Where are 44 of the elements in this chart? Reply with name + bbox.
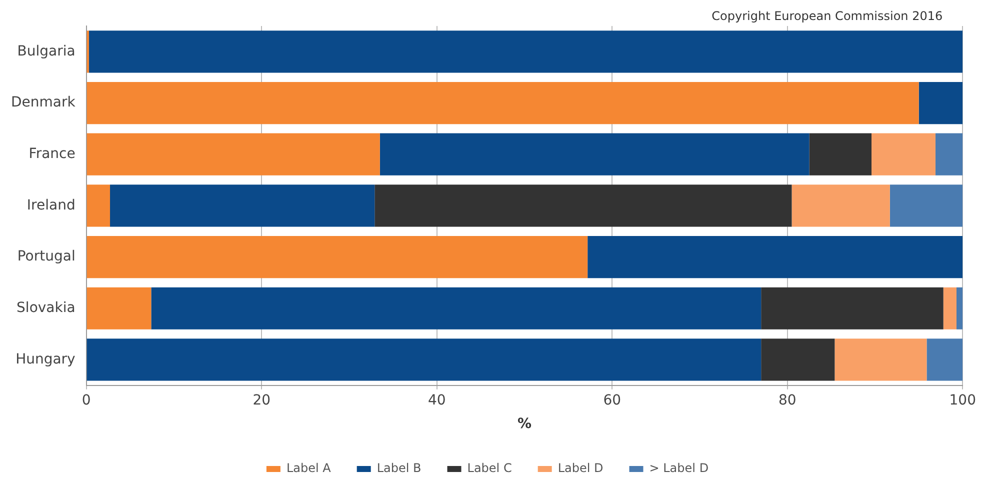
x-tick-label: 40	[428, 392, 446, 408]
y-tick-label: Ireland	[26, 197, 76, 214]
bar	[935, 133, 963, 176]
bar	[86, 133, 380, 176]
x-tick-label: 0	[82, 392, 91, 408]
bar	[872, 133, 936, 176]
x-tick-label: 100	[949, 392, 976, 408]
bar	[761, 287, 944, 330]
bar	[88, 30, 963, 73]
bar	[86, 82, 919, 124]
y-tick-label: France	[28, 146, 76, 162]
bar	[86, 338, 762, 381]
bar	[86, 184, 110, 227]
bar	[86, 287, 152, 330]
bar	[792, 184, 890, 227]
y-tick-label: Hungary	[16, 351, 76, 368]
legend-label: > Label D	[649, 461, 709, 476]
bar	[834, 338, 927, 381]
legend-label: Label A	[286, 461, 332, 476]
bar	[943, 287, 957, 330]
x-tick-label: 80	[778, 392, 796, 408]
legend-label: Label D	[558, 461, 604, 476]
bar	[380, 133, 810, 176]
bar	[918, 82, 963, 124]
bar	[761, 338, 835, 381]
bar	[890, 184, 963, 227]
bar	[86, 236, 588, 278]
x-tick-label: 20	[252, 392, 271, 408]
y-tick-label: Slovakia	[16, 300, 76, 316]
bar	[374, 184, 792, 227]
text: Copyright European Commission 2016	[712, 9, 943, 24]
bar	[926, 338, 963, 381]
y-tick-label: Bulgaria	[17, 43, 76, 60]
y-tick-label: Denmark	[10, 94, 76, 111]
legend-label: Label C	[467, 461, 512, 476]
x-axis-title: %	[517, 416, 532, 432]
bar	[588, 236, 963, 278]
bar	[809, 133, 872, 176]
x-tick-label: 60	[603, 392, 622, 408]
bar	[151, 287, 762, 330]
y-tick-label: Portugal	[17, 248, 76, 265]
bar	[110, 184, 375, 227]
legend-label: Label B	[376, 461, 422, 476]
bar	[956, 287, 963, 330]
